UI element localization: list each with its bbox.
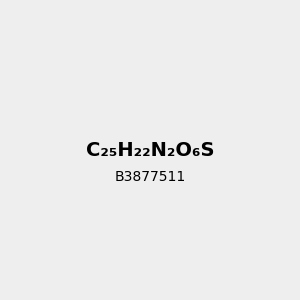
Text: B3877511: B3877511 [114,170,186,184]
Text: C₂₅H₂₂N₂O₆S: C₂₅H₂₂N₂O₆S [86,140,214,160]
